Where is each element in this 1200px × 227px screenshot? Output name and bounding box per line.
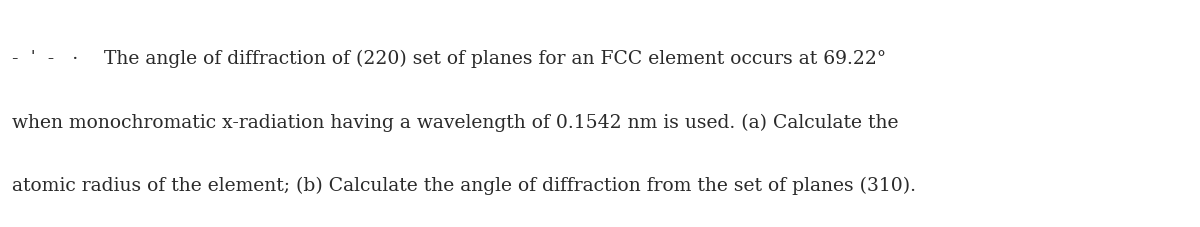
Text: atomic radius of the element; (b) Calculate the angle of diffraction from the se: atomic radius of the element; (b) Calcul… [12,177,916,195]
Text: The angle of diffraction of (220) set of planes for an FCC element occurs at 69.: The angle of diffraction of (220) set of… [86,50,887,68]
Text: when monochromatic x-radiation having a wavelength of 0.1542 nm is used. (a) Cal: when monochromatic x-radiation having a … [12,114,899,132]
Text: -  ˈ  -   ·: - ˈ - · [12,50,78,68]
